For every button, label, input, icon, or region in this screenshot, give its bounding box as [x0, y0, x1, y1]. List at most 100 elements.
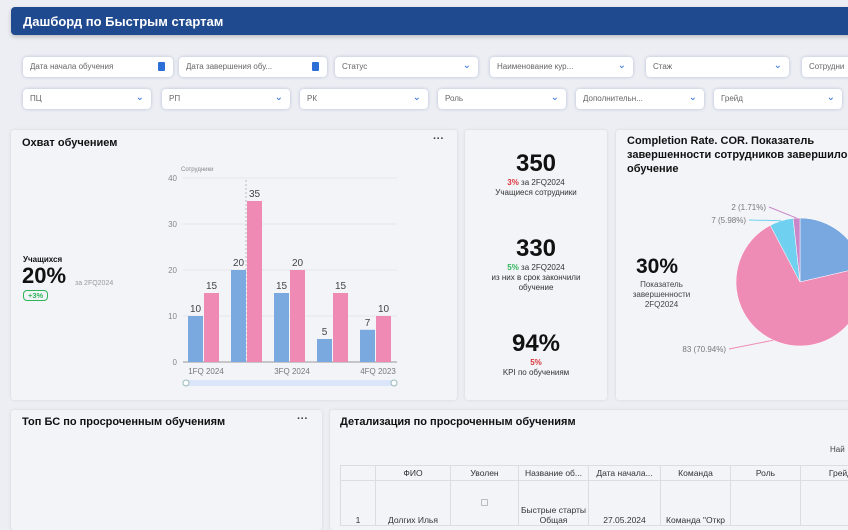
filter-select[interactable]: Статус ⌄: [335, 57, 478, 77]
chevron-down-icon: ⌄: [551, 92, 559, 103]
filter-label: Грейд: [721, 94, 743, 103]
filter-select[interactable]: Наименование кур...⌄: [490, 57, 633, 77]
filter-select[interactable]: Стаж ⌄: [646, 57, 789, 77]
kpi-value: 94%: [465, 330, 607, 358]
bar-blue[interactable]: [274, 293, 289, 362]
y-axis-title: Сотрудники: [181, 167, 214, 173]
y-tick-label: 40: [168, 174, 177, 183]
kpi-label: KPI по обучениям: [465, 368, 607, 378]
column-header[interactable]: Дата начала...: [589, 466, 661, 481]
zoom-slider[interactable]: [183, 380, 397, 386]
bar-data-label: 5: [322, 327, 328, 338]
fired-checkbox-cell[interactable]: [451, 481, 519, 526]
bar-blue[interactable]: [317, 339, 332, 362]
detail-card: Детализация по просроченным обучениям На…: [330, 410, 848, 530]
pie-slice-label: 7 (5.98%): [711, 216, 746, 225]
bar-data-label: 15: [206, 281, 218, 292]
filter-select[interactable]: Дополнительн... ⌄: [576, 89, 704, 109]
table-cell: [801, 481, 848, 526]
calendar-icon: [158, 62, 165, 71]
bar-data-label: 20: [292, 258, 304, 269]
filter-label: Дополнительн...: [583, 94, 643, 103]
filter-label: РП: [169, 94, 180, 103]
filter-select[interactable]: Роль⌄: [438, 89, 566, 109]
bar-data-label: 15: [276, 281, 288, 292]
page-header: Дашборд по Быстрым стартам: [11, 7, 848, 35]
pie-slice-label: 2 (1.71%): [731, 203, 766, 212]
card-title: Детализация по просроченным обучениям: [340, 416, 576, 428]
kpi-delta: 5%: [507, 263, 519, 272]
column-header[interactable]: Грейд: [801, 466, 848, 481]
filter-select[interactable]: Грейд ⌄: [714, 89, 842, 109]
search-label[interactable]: Най: [830, 445, 845, 454]
y-tick-label: 0: [173, 358, 178, 367]
pie-leader-line: [769, 207, 797, 218]
filter-select[interactable]: РК⌄: [300, 89, 428, 109]
filter-select[interactable]: РП ⌄: [162, 89, 290, 109]
filter-date[interactable]: Дата начала обучения: [23, 57, 173, 77]
card-title: Топ БС по просроченным обучениям: [22, 416, 225, 428]
chevron-down-icon: ⌄: [618, 60, 626, 71]
checkbox[interactable]: [481, 499, 488, 506]
chevron-down-icon: ⌄: [774, 60, 782, 71]
chevron-down-icon: ⌄: [689, 92, 697, 103]
bar-data-label: 10: [190, 304, 202, 315]
bar-pink[interactable]: [204, 293, 219, 362]
table-cell: Команда "Откр: [661, 481, 731, 526]
filter-select[interactable]: Сотрудни: [802, 57, 848, 77]
filter-select[interactable]: ПЦ⌄: [23, 89, 151, 109]
chevron-down-icon: ⌄: [136, 92, 144, 103]
bar-blue[interactable]: [231, 270, 246, 362]
column-header[interactable]: ФИО: [376, 466, 451, 481]
column-header[interactable]: Роль: [731, 466, 801, 481]
kpi-label: из них в срок закончили обучение: [465, 273, 607, 293]
bar-pink[interactable]: [376, 316, 391, 362]
bar-pink[interactable]: [247, 201, 262, 362]
filter-label: Сотрудни: [809, 62, 844, 71]
column-header[interactable]: [341, 466, 376, 481]
x-tick-label: 4FQ 2023: [360, 367, 396, 376]
page-title: Дашборд по Быстрым стартам: [23, 14, 223, 29]
filter-label: Дата начала обучения: [30, 62, 113, 71]
more-menu-button[interactable]: ···: [297, 413, 308, 425]
coverage-card: Охват обучением ··· Учащихся 20% за 2FQ2…: [11, 130, 457, 400]
bar-pink[interactable]: [333, 293, 348, 362]
bar-pink[interactable]: [290, 270, 305, 362]
x-tick-label: 3FQ 2024: [274, 367, 310, 376]
bar-data-label: 35: [249, 189, 261, 200]
kpi-value: 350: [465, 150, 607, 178]
column-header[interactable]: Уволен: [451, 466, 519, 481]
bar-blue[interactable]: [188, 316, 203, 362]
table-cell: Долгих Илья: [376, 481, 451, 526]
filter-label: Статус: [342, 62, 367, 71]
column-header[interactable]: Название об...: [519, 466, 589, 481]
kpi-block: 94%5% KPI по обучениям: [465, 330, 607, 378]
bar-data-label: 20: [233, 258, 245, 269]
y-tick-label: 20: [168, 266, 177, 275]
chevron-down-icon: ⌄: [413, 92, 421, 103]
table-cell: Быстрые старты Общая: [519, 481, 589, 526]
y-tick-label: 10: [168, 312, 177, 321]
kpi-label: Учащиеся сотрудники: [465, 188, 607, 198]
top-bs-card: Топ БС по просроченным обучениям ···: [11, 410, 322, 530]
chevron-down-icon: ⌄: [275, 92, 283, 103]
bar-blue[interactable]: [360, 330, 375, 362]
filter-date[interactable]: Дата завершения обу...: [179, 57, 327, 77]
slider-handle-left[interactable]: [183, 380, 189, 386]
column-header[interactable]: Команда: [661, 466, 731, 481]
bar-data-label: 15: [335, 281, 347, 292]
chevron-down-icon: ⌄: [827, 92, 835, 103]
kpi-period: за 2FQ2024: [521, 263, 565, 272]
slider-handle-right[interactable]: [391, 380, 397, 386]
bar-data-label: 10: [378, 304, 390, 315]
kpi-value: 330: [465, 235, 607, 263]
filter-label: Стаж: [653, 62, 672, 71]
chevron-down-icon: ⌄: [463, 60, 471, 71]
y-tick-label: 30: [168, 220, 177, 229]
